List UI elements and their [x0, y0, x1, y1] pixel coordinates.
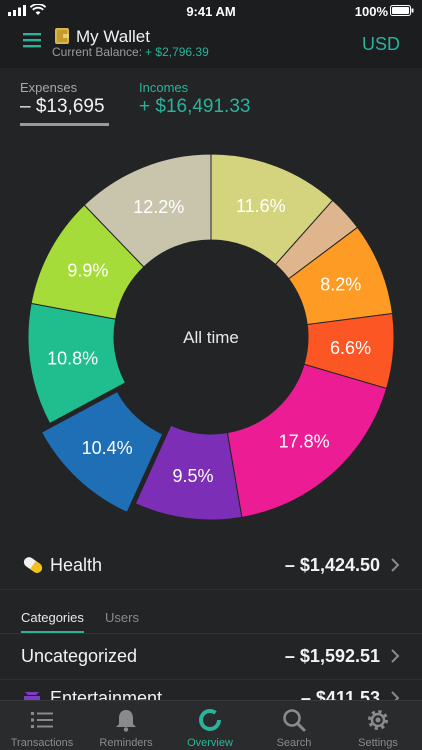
- menu-icon[interactable]: [22, 30, 42, 50]
- balance-value: + $2,796.39: [145, 45, 209, 59]
- slice-percent-label: 17.8%: [279, 432, 330, 452]
- slice-percent-label: 9.5%: [173, 466, 214, 486]
- wallet-icon: [55, 28, 69, 44]
- slice-percent-label: 10.4%: [82, 438, 133, 458]
- list-tabs: Categories Users: [0, 600, 422, 634]
- chevron-right-icon: [391, 691, 400, 702]
- category-row[interactable]: Uncategorized – $1,592.51: [0, 634, 422, 680]
- donut-slice[interactable]: [83, 153, 212, 268]
- wifi-icon: [30, 4, 46, 15]
- donut-slice[interactable]: [226, 363, 388, 518]
- bell-icon: [116, 710, 136, 732]
- category-amount: – $1,592.51: [284, 646, 380, 666]
- signal-icon: [8, 5, 26, 16]
- category-name: Uncategorized: [21, 646, 138, 666]
- expenses-label: Expenses: [20, 80, 78, 95]
- balance-label: Current Balance:: [52, 45, 143, 59]
- current-balance: Current Balance: + $2,796.39: [52, 45, 209, 59]
- currency-button[interactable]: USD: [361, 34, 400, 54]
- slice-percent-label: 12.2%: [133, 197, 184, 217]
- expense-donut-chart[interactable]: 11.6% 8.2% 6.6% 17.8% 9.5% 10.4% 10.8% 9.9% 12.2…: [0, 130, 422, 540]
- slice-percent-label: 6.6%: [330, 338, 371, 358]
- tab-search[interactable]: Search: [252, 701, 336, 750]
- expenses-value: – $13,695: [20, 96, 105, 117]
- incomes-value: + $16,491.33: [139, 96, 251, 117]
- app-header: My Wallet Current Balance: + $2,796.39 US…: [0, 22, 422, 68]
- category-amount: – $411.53: [300, 688, 380, 702]
- slice-percent-label: 11.6%: [236, 196, 286, 216]
- chevron-right-icon: [391, 649, 400, 663]
- slice-percent-label: 8.2%: [320, 274, 361, 294]
- totals-bar: Expenses – $13,695 Incomes + $16,491.33: [0, 68, 422, 130]
- category-name: Entertainment: [50, 688, 163, 702]
- selected-category-name: Health: [50, 555, 103, 575]
- tab-users[interactable]: Users: [105, 610, 139, 625]
- wallet-name[interactable]: My Wallet: [76, 27, 150, 46]
- tab-label: Overview: [187, 737, 233, 749]
- tab-label: Settings: [358, 737, 398, 749]
- tab-label: Search: [276, 737, 312, 749]
- alien-icon: [24, 692, 40, 702]
- chevron-right-icon: [391, 558, 400, 572]
- tab-categories[interactable]: Categories: [21, 610, 84, 633]
- incomes-tab[interactable]: Incomes + $16,491.33: [139, 80, 269, 126]
- tab-transactions[interactable]: Transactions: [0, 701, 84, 750]
- incomes-label: Incomes: [139, 80, 189, 95]
- donut-center-label: All time: [183, 328, 239, 347]
- pill-icon: [23, 557, 43, 573]
- selected-category-amount: – $1,424.50: [284, 555, 380, 575]
- donut-slice[interactable]: [40, 390, 164, 514]
- donut-slice[interactable]: [134, 424, 243, 521]
- list-icon: [31, 712, 53, 728]
- donut-svg[interactable]: 11.6% 8.2% 6.6% 17.8% 9.5% 10.4% 10.8% 9.9% 12.2…: [0, 130, 422, 540]
- tab-overview[interactable]: Overview: [168, 701, 252, 750]
- status-bar: 9:41 AM 100%: [0, 0, 422, 22]
- status-time: 9:41 AM: [186, 4, 236, 19]
- battery-icon: [390, 5, 414, 16]
- tab-reminders[interactable]: Reminders: [84, 701, 168, 750]
- category-row[interactable]: Entertainment – $411.53: [0, 680, 422, 702]
- bottom-tab-bar: Transactions Reminders Overview Search S…: [0, 700, 422, 750]
- tab-label: Reminders: [99, 737, 153, 749]
- battery-percentage: 100%: [354, 4, 388, 19]
- search-icon: [283, 709, 306, 732]
- slice-percent-label: 10.8%: [47, 348, 98, 368]
- donut-icon: [199, 709, 221, 731]
- tab-settings[interactable]: Settings: [336, 701, 420, 750]
- expenses-tab[interactable]: Expenses – $13,695: [20, 80, 109, 126]
- tab-label: Transactions: [10, 737, 74, 749]
- slice-percent-label: 9.9%: [67, 260, 108, 280]
- gear-icon: [368, 710, 388, 730]
- selected-category-row[interactable]: Health – $1,424.50: [0, 540, 422, 590]
